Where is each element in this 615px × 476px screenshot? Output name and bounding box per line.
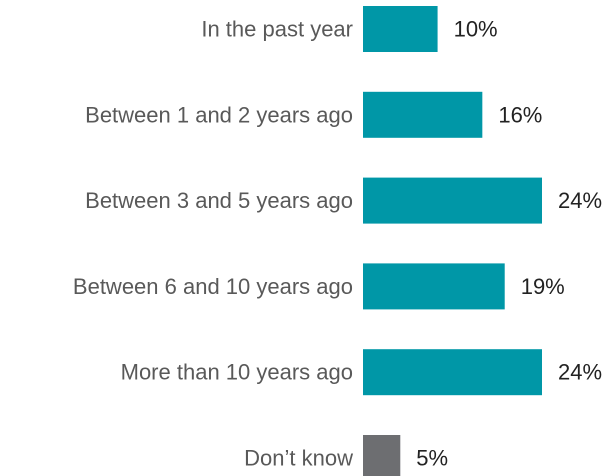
category-label: Between 3 and 5 years ago: [85, 188, 353, 213]
bar-row: Don’t know 5%: [244, 435, 448, 476]
category-label: More than 10 years ago: [121, 360, 353, 385]
bar-row: Between 1 and 2 years ago 16%: [85, 91, 542, 138]
category-label: Between 6 and 10 years ago: [73, 274, 353, 299]
bar: [363, 263, 505, 310]
category-label: In the past year: [201, 17, 353, 42]
bar-row: Between 3 and 5 years ago 24%: [85, 177, 602, 224]
value-label: 19%: [521, 274, 565, 299]
bar: [363, 6, 438, 52]
bar: [363, 349, 542, 396]
bar-row: In the past year 10%: [201, 6, 498, 52]
bar: [363, 91, 483, 138]
bar-row: More than 10 years ago 24%: [121, 349, 602, 396]
value-label: 16%: [498, 102, 542, 127]
bar: [363, 177, 542, 224]
category-label: Don’t know: [244, 446, 353, 471]
bar: [363, 435, 401, 476]
bar-row: Between 6 and 10 years ago 19%: [73, 263, 565, 310]
category-label: Between 1 and 2 years ago: [85, 102, 353, 127]
value-label: 24%: [558, 188, 602, 213]
value-label: 10%: [454, 17, 498, 42]
value-label: 24%: [558, 360, 602, 385]
value-label: 5%: [416, 446, 448, 471]
